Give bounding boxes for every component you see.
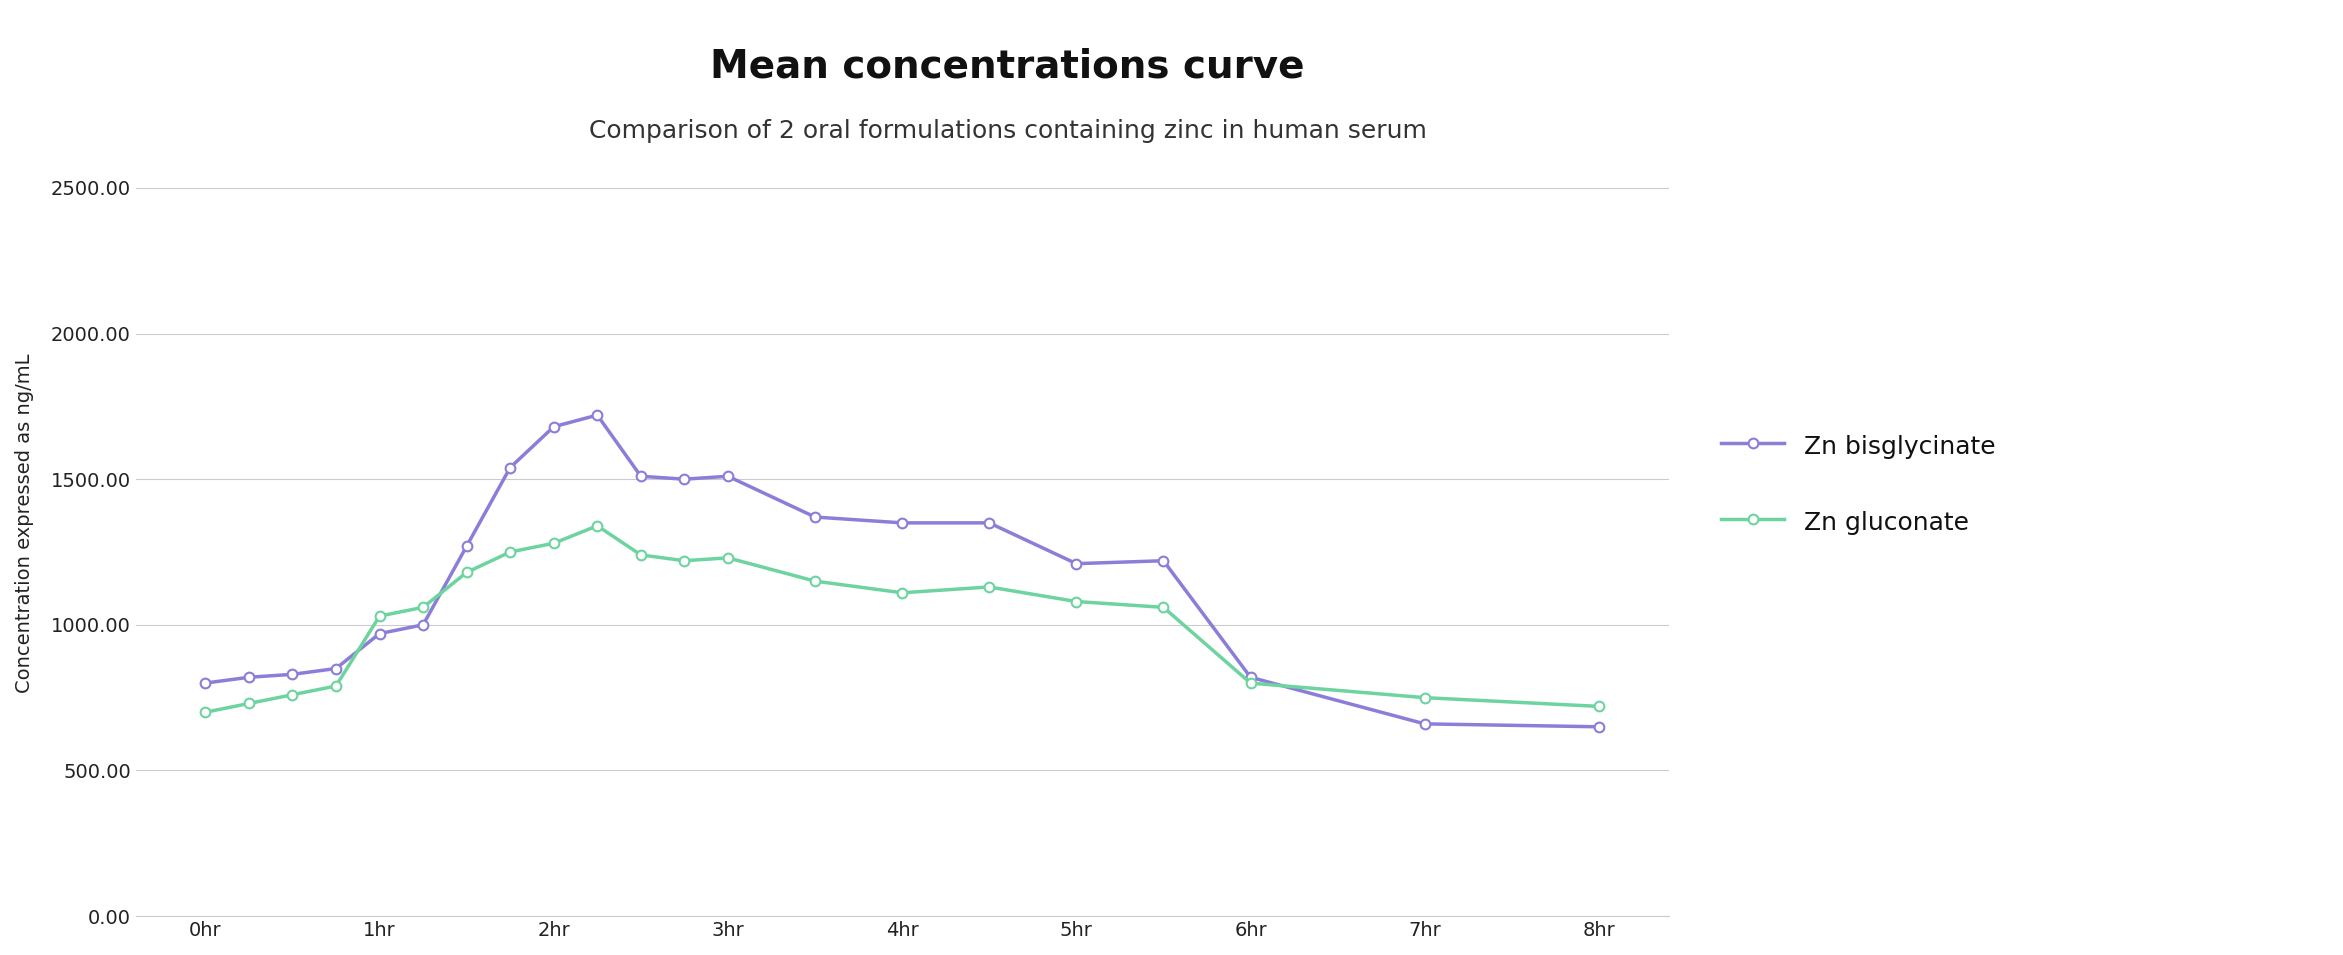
Zn bisglycinate <box>539 421 567 433</box>
Zn gluconate <box>192 707 220 718</box>
Zn gluconate <box>452 566 480 578</box>
Zn bisglycinate <box>801 511 829 522</box>
Zn bisglycinate <box>279 668 307 680</box>
Zn gluconate <box>410 602 438 613</box>
Line: Zn gluconate: Zn gluconate <box>201 520 1605 717</box>
Zn gluconate <box>1061 596 1089 607</box>
Zn gluconate <box>975 582 1003 593</box>
Zn bisglycinate <box>670 474 698 485</box>
Zn gluconate <box>715 552 743 563</box>
Zn gluconate <box>234 698 262 710</box>
Zn bisglycinate <box>497 462 525 474</box>
Y-axis label: Concentration expressed as ng/mL: Concentration expressed as ng/mL <box>14 353 35 692</box>
Zn bisglycinate <box>1584 721 1612 732</box>
Zn gluconate <box>366 610 394 622</box>
Line: Zn bisglycinate: Zn bisglycinate <box>201 411 1605 732</box>
Zn gluconate <box>497 546 525 558</box>
Zn bisglycinate <box>366 627 394 639</box>
Zn gluconate <box>1584 701 1612 712</box>
Zn bisglycinate <box>410 619 438 630</box>
Zn bisglycinate <box>321 663 349 674</box>
Zn bisglycinate <box>628 471 656 482</box>
Zn gluconate <box>1237 677 1265 689</box>
Legend: Zn bisglycinate, Zn gluconate: Zn bisglycinate, Zn gluconate <box>1696 407 2020 560</box>
Zn gluconate <box>321 680 349 691</box>
Zn gluconate <box>888 587 916 599</box>
Zn gluconate <box>801 576 829 587</box>
Zn bisglycinate <box>715 471 743 482</box>
Zn bisglycinate <box>888 518 916 529</box>
Zn bisglycinate <box>583 410 612 421</box>
Zn bisglycinate <box>1410 718 1439 730</box>
Zn gluconate <box>1410 692 1439 704</box>
Zn bisglycinate <box>1061 558 1089 569</box>
Zn gluconate <box>279 689 307 700</box>
Text: Mean concentrations curve: Mean concentrations curve <box>710 48 1305 86</box>
Zn bisglycinate <box>1237 671 1265 683</box>
Zn gluconate <box>583 520 612 532</box>
Zn gluconate <box>539 538 567 549</box>
Zn bisglycinate <box>975 518 1003 529</box>
Zn bisglycinate <box>234 671 262 683</box>
Zn bisglycinate <box>192 677 220 689</box>
Zn gluconate <box>670 555 698 566</box>
Zn bisglycinate <box>1150 555 1179 566</box>
Zn bisglycinate <box>452 541 480 552</box>
Zn gluconate <box>628 549 656 561</box>
Zn gluconate <box>1150 602 1179 613</box>
Text: Comparison of 2 oral formulations containing zinc in human serum: Comparison of 2 oral formulations contai… <box>588 119 1427 143</box>
